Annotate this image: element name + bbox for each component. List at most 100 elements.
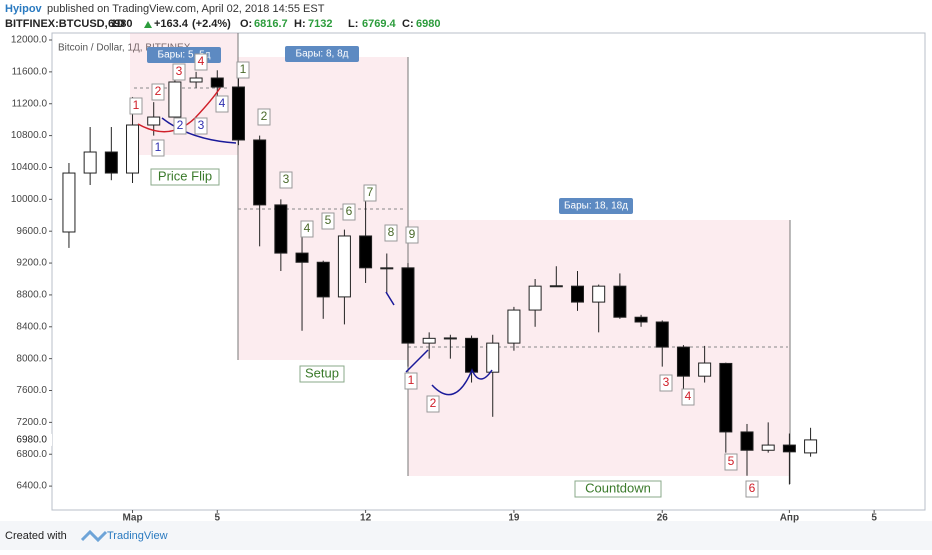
count-box (194, 53, 208, 71)
y-tick-label: 7200.0 (16, 417, 47, 428)
candle-body (168, 81, 182, 118)
range-label: Бары: 5, 5д (158, 50, 211, 61)
count-label: 1 (240, 62, 247, 76)
x-tick-label: Апр (780, 513, 799, 524)
candle-body (62, 172, 76, 233)
candle-body (126, 124, 140, 174)
count-label: 2 (261, 109, 268, 123)
count-label: 1 (133, 98, 140, 112)
last-price-label: 6980.0 (16, 435, 47, 446)
count-label: 4 (219, 96, 226, 110)
count-label: 6 (749, 481, 756, 495)
y-tick-label: 11200.0 (12, 98, 48, 109)
count-label: 3 (176, 64, 183, 78)
count-label: 3 (663, 375, 670, 389)
candle-body (698, 362, 712, 377)
candle-body (83, 151, 97, 174)
count-box (681, 388, 695, 406)
count-box (384, 224, 398, 242)
header-text: 6980 (108, 18, 132, 30)
phase-label: Countdown (585, 480, 651, 495)
count-box (151, 83, 165, 101)
y-tick-label: 12000.0 (11, 35, 48, 46)
range-label: Бары: 8, 8д (296, 49, 349, 60)
count-label: 1 (408, 373, 415, 387)
count-box (363, 184, 377, 202)
count-box (342, 203, 356, 221)
last-price-bg (16, 433, 52, 446)
count-box (151, 139, 165, 157)
candle-body (592, 285, 606, 303)
candle-body (676, 346, 690, 377)
y-tick-label: 6800.0 (16, 449, 47, 460)
candle-body (613, 285, 627, 318)
x-tick-label: 5 (871, 513, 877, 524)
range-label: Бары: 18, 18д (564, 201, 628, 212)
footer-text: Created with (5, 530, 67, 542)
arrow (385, 291, 395, 306)
count-box (129, 97, 143, 115)
count-box (321, 212, 335, 230)
candle-body (337, 235, 351, 298)
count-label: 4 (304, 221, 311, 235)
count-box (194, 117, 208, 135)
arrow (431, 368, 493, 396)
candle-body (507, 309, 521, 344)
header-text: 6980 (416, 18, 440, 30)
candle-body (719, 362, 733, 433)
candle-body (147, 116, 161, 126)
count-box (257, 108, 271, 126)
count-label: 2 (155, 84, 162, 98)
candle-body (359, 235, 373, 269)
candle-body (528, 285, 542, 311)
plot-frame (51, 32, 926, 511)
x-tick-label: 26 (657, 513, 669, 524)
count-label: 4 (198, 54, 205, 68)
candle-body (465, 337, 479, 373)
phase-label: Setup (305, 365, 339, 380)
up-arrow (144, 21, 152, 28)
phase-box (150, 168, 220, 186)
header-text: 7132 (308, 18, 332, 30)
candle-body (782, 444, 796, 453)
y-tick-label: 11600.0 (12, 67, 48, 78)
x-tick-label: 19 (508, 513, 520, 524)
candle-body (104, 151, 118, 174)
phase-label: Price Flip (158, 168, 212, 183)
header-text: 6816.7 (254, 18, 288, 30)
candle-body (570, 285, 584, 303)
x-tick-label: Мар (122, 513, 142, 524)
chart-title: Bitcoin / Dollar, 1Д, BITFINEX (58, 43, 191, 54)
range-badge (559, 198, 633, 214)
header-text: 6769.4 (362, 18, 397, 30)
count-box (426, 395, 440, 413)
candle-body (401, 267, 415, 344)
count-box (724, 453, 738, 471)
y-tick-label: 9200.0 (16, 258, 47, 269)
candle-body (295, 252, 309, 263)
candle-body (422, 337, 436, 344)
count-label: 4 (685, 389, 692, 403)
y-tick-label: 10400.0 (11, 162, 48, 173)
arrow (405, 349, 429, 373)
count-label: 3 (283, 172, 290, 186)
candle-body (380, 267, 394, 270)
candle-body (486, 342, 500, 373)
count-box (404, 372, 418, 390)
candle-body (761, 444, 775, 451)
x-tick-label: 12 (360, 513, 372, 524)
footer-brand: TradingView (107, 530, 168, 542)
header-text: BITFINEX:BTCUSD, 1D (5, 18, 125, 30)
header-text: H: (294, 18, 306, 30)
count-label: 5 (728, 454, 735, 468)
y-tick-label: 6400.0 (16, 481, 47, 492)
count-label: 2 (430, 396, 437, 410)
y-tick-label: 9600.0 (16, 226, 47, 237)
candle-body (274, 204, 288, 254)
count-box (745, 480, 759, 498)
y-tick-label: 10800.0 (11, 130, 48, 141)
candle-body (189, 77, 203, 83)
y-tick-label: 8800.0 (16, 290, 47, 301)
count-label: 8 (388, 225, 395, 239)
